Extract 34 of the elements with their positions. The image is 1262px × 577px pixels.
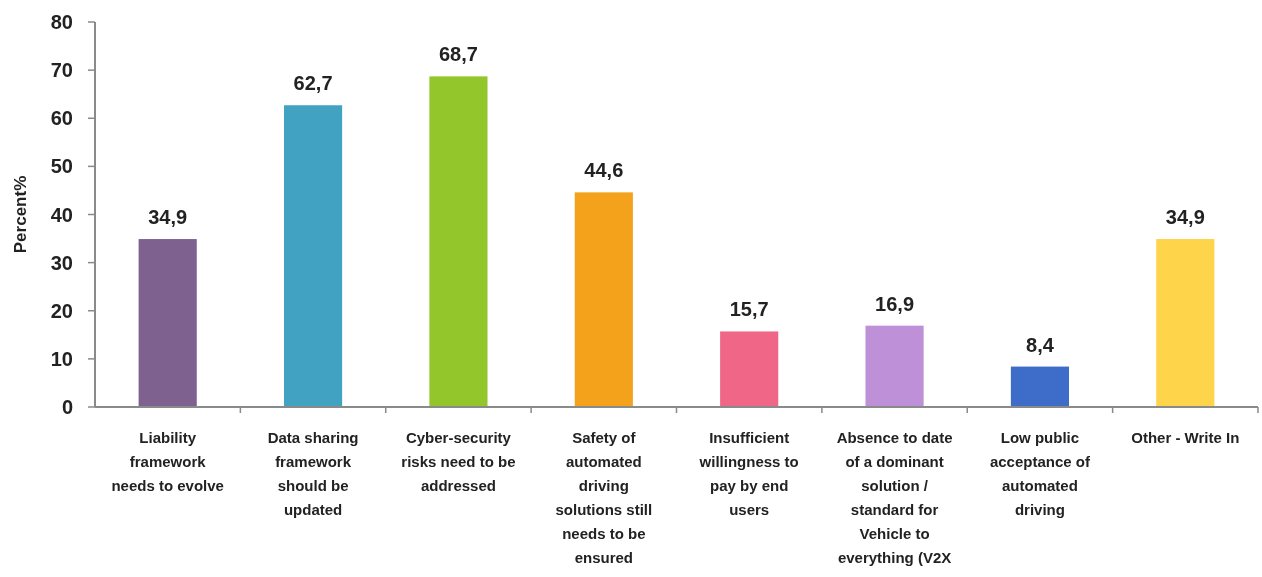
x-tick-label: Insufficient willingness to pay by end users bbox=[698, 429, 799, 518]
y-tick-label: 60 bbox=[50, 107, 73, 130]
bar bbox=[138, 239, 197, 407]
y-tick-label: 0 bbox=[61, 396, 73, 418]
y-tick-label: 50 bbox=[50, 155, 73, 178]
data-label: 62,7 bbox=[293, 72, 333, 95]
bar bbox=[283, 105, 343, 407]
data-label: 34,9 bbox=[1165, 206, 1205, 229]
data-label: 68,7 bbox=[438, 43, 478, 66]
bar bbox=[429, 76, 488, 407]
data-label: 44,6 bbox=[584, 159, 624, 182]
bar bbox=[720, 331, 779, 407]
data-label: 16,9 bbox=[875, 292, 915, 315]
bar bbox=[1010, 366, 1070, 407]
data-label: 34,9 bbox=[148, 206, 188, 229]
y-tick-label: 30 bbox=[50, 251, 73, 274]
bar bbox=[865, 325, 924, 407]
data-label: 8,4 bbox=[1026, 333, 1055, 356]
x-tick-label: Safety of automated driving solutions still needs to be ensured bbox=[555, 429, 653, 566]
x-tick-label: Low public acceptance of automated driving bbox=[989, 429, 1091, 518]
x-tick-label: Data sharing framework should be updated bbox=[267, 429, 359, 518]
y-tick-label: 80 bbox=[50, 11, 73, 33]
y-tick-label: 10 bbox=[50, 347, 73, 370]
x-tick-label: Cyber-security risks need to be addressed bbox=[401, 429, 516, 494]
y-axis-title: Percent% bbox=[11, 175, 30, 254]
x-tick-label: Other - Write In bbox=[1131, 429, 1240, 446]
x-tick-label: Liability framework needs to evolve bbox=[111, 429, 224, 494]
y-tick-label: 40 bbox=[50, 203, 73, 226]
x-tick-label: Absence to date of a dominant solution / standard for Vehicle to everything (V2X bbox=[836, 429, 953, 566]
bar bbox=[574, 192, 633, 407]
data-label: 15,7 bbox=[729, 298, 769, 321]
y-tick-label: 70 bbox=[50, 59, 73, 82]
bar bbox=[1156, 239, 1215, 407]
y-tick-label: 20 bbox=[50, 299, 73, 322]
